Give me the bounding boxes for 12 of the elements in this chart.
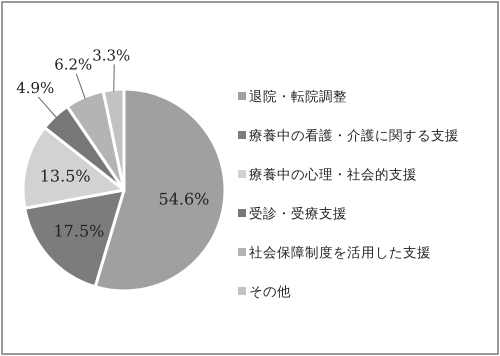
legend-label: 受診・受療支援 bbox=[249, 206, 347, 222]
data-label: 54.6% bbox=[158, 190, 210, 209]
legend-label: 退院・転院調整 bbox=[249, 89, 347, 105]
data-label: 4.9% bbox=[16, 78, 54, 97]
legend-label: その他 bbox=[249, 284, 291, 300]
data-label: 17.5% bbox=[54, 222, 104, 240]
legend-label: 療養中の看護・介護に関する支援 bbox=[249, 128, 459, 144]
legend-label: 社会保障制度を活用した支援 bbox=[249, 245, 431, 261]
data-label: 3.3% bbox=[92, 46, 130, 64]
data-label: 6.2% bbox=[54, 56, 92, 74]
legend-label: 療養中の心理・社会的支援 bbox=[249, 167, 417, 183]
data-label: 13.5% bbox=[40, 166, 91, 186]
